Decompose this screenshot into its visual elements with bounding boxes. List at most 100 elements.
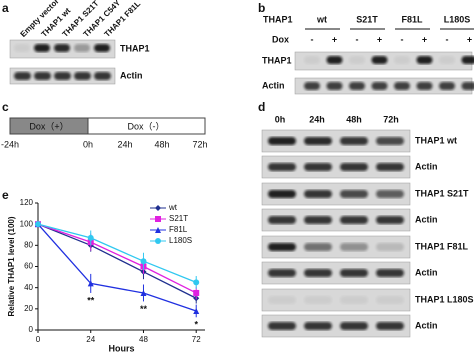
blot-strip: [261, 314, 411, 338]
blot-label: Actin: [120, 70, 143, 80]
phase-label: Dox（-）: [127, 121, 164, 131]
dox-sign: -: [311, 34, 314, 44]
marker: [87, 234, 94, 241]
blot-band: [94, 72, 111, 80]
blot-band: [54, 44, 70, 52]
time-label: 0h: [83, 139, 93, 149]
blot-label: THAP1: [262, 55, 292, 65]
time-label: -24h: [1, 139, 19, 149]
blot-band: [439, 82, 455, 90]
blot-band: [376, 163, 404, 171]
blot-label: Actin: [415, 161, 438, 171]
blot-band: [439, 56, 455, 64]
y-axis-label: Relative THAP1 level (100): [7, 216, 16, 316]
legend-label: L180S: [169, 236, 192, 245]
blot-label: THAP1 S21T: [415, 188, 469, 198]
x-tick-label: 48: [139, 335, 148, 344]
dox-sign: +: [332, 34, 337, 44]
legend-label: S21T: [169, 214, 188, 223]
blot-band: [268, 296, 296, 304]
blot-band: [326, 56, 343, 64]
blot-label: Actin: [415, 214, 438, 224]
group-label: S21T: [356, 14, 378, 24]
panel-label: e: [2, 188, 9, 202]
time-label: 24h: [309, 114, 325, 124]
blot-label: THAP1 wt: [415, 135, 457, 145]
blot-strip: [261, 261, 411, 285]
dox-sign: +: [422, 34, 427, 44]
blot-band: [304, 322, 332, 330]
y-tick-label: 100: [20, 219, 34, 228]
blot-label: THAP1 F81L: [415, 241, 469, 251]
blot-band: [376, 216, 404, 224]
blot-label: THAP1: [120, 43, 150, 53]
dox-sign: -: [356, 34, 359, 44]
blot-band: [371, 56, 388, 64]
marker: [155, 227, 161, 233]
group-label: F81L: [401, 14, 423, 24]
blot-band: [304, 216, 332, 224]
y-tick-label: 120: [20, 198, 34, 207]
blot-band: [394, 82, 410, 90]
blot-band: [14, 44, 30, 52]
legend-label: wt: [168, 203, 178, 212]
panel-label: b: [258, 1, 265, 15]
blot-band: [268, 269, 296, 277]
blot-label: THAP1 L180S: [415, 294, 474, 304]
blot-band: [268, 190, 296, 198]
blot-band: [416, 82, 433, 90]
blot-strip: [261, 235, 411, 259]
timeline-on: [9, 117, 89, 135]
marker: [155, 205, 161, 211]
blot-band: [394, 56, 410, 64]
marker: [140, 289, 147, 296]
marker: [193, 307, 200, 314]
time-label: 72h: [192, 139, 207, 149]
blot-band: [304, 163, 332, 171]
series-line: [37, 223, 197, 294]
blot-band: [349, 82, 365, 90]
blot-band: [74, 72, 91, 80]
blot-band: [268, 322, 296, 330]
blot-band: [34, 44, 50, 52]
marker: [155, 216, 161, 222]
time-label: 72h: [383, 114, 399, 124]
time-label: 48h: [346, 114, 362, 124]
dox-sign: +: [467, 34, 472, 44]
blot-band: [304, 137, 332, 145]
y-tick-label: 80: [24, 240, 33, 249]
blot-label: Actin: [415, 320, 438, 330]
blot-band: [340, 296, 368, 304]
y-tick-label: 20: [24, 304, 33, 313]
blot-band: [268, 137, 296, 145]
blot-strip: [261, 129, 411, 153]
blot-band: [340, 269, 368, 277]
blot-band: [340, 216, 368, 224]
marker: [193, 289, 200, 296]
y-tick-label: 0: [29, 325, 34, 334]
blot-band: [371, 82, 388, 90]
blot-strip: [261, 208, 411, 232]
blot-band: [376, 190, 404, 198]
blot-band: [376, 269, 404, 277]
time-label: 24h: [117, 139, 132, 149]
group-label: wt: [316, 14, 327, 24]
blot-band: [340, 243, 368, 251]
dox-sign: +: [377, 34, 382, 44]
blot-band: [340, 190, 368, 198]
blot-band: [268, 243, 296, 251]
blot-band: [376, 137, 404, 145]
blot-label: Actin: [262, 80, 285, 90]
blot-band: [304, 82, 320, 90]
x-tick-label: 24: [86, 335, 95, 344]
marker: [35, 221, 41, 228]
blot-strip: [261, 182, 411, 206]
header: THAP1: [263, 14, 293, 24]
blot-band: [14, 72, 31, 80]
blot-band: [416, 56, 433, 64]
x-tick-label: 0: [36, 335, 41, 344]
significance: *: [194, 320, 198, 330]
blot-band: [268, 163, 296, 171]
